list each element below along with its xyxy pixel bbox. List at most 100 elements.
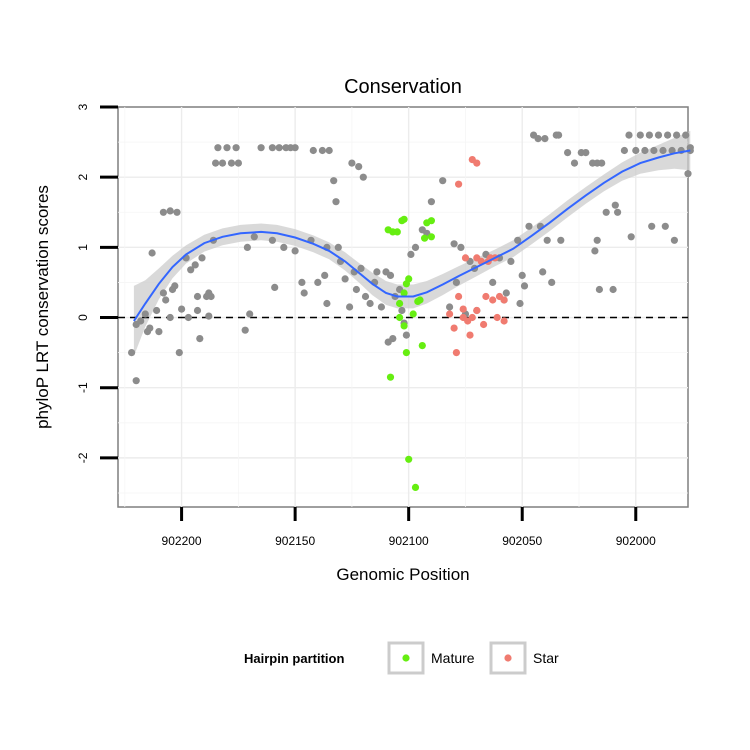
point-other	[341, 275, 349, 283]
point-other	[173, 208, 181, 216]
point-other	[411, 243, 420, 251]
point-other	[377, 303, 385, 311]
point-other	[516, 299, 524, 308]
point-star	[493, 313, 501, 322]
point-mature	[405, 455, 413, 463]
point-other	[191, 261, 199, 269]
point-star	[459, 305, 467, 313]
point-other	[632, 146, 640, 155]
point-other	[155, 328, 163, 336]
point-other	[520, 282, 529, 290]
point-other	[178, 305, 186, 313]
point-other	[218, 159, 227, 167]
point-other	[450, 240, 458, 248]
legend-label-mature: Mature	[431, 650, 475, 666]
point-other	[309, 146, 317, 155]
y-tick-label: 1	[76, 244, 90, 251]
point-other	[359, 173, 367, 181]
x-tick-label: 902150	[275, 534, 315, 548]
point-star	[455, 292, 463, 301]
point-mature	[416, 296, 424, 304]
point-other	[452, 278, 460, 286]
point-other	[654, 131, 663, 139]
point-other	[670, 236, 679, 244]
point-other	[355, 163, 363, 171]
point-mature	[409, 310, 417, 318]
point-other	[241, 326, 249, 334]
point-other	[132, 377, 140, 385]
point-other	[318, 146, 326, 155]
point-other	[389, 335, 397, 343]
point-other	[502, 289, 510, 297]
point-other	[268, 144, 276, 152]
point-other	[602, 208, 610, 216]
point-other	[325, 146, 333, 155]
point-other	[212, 159, 220, 167]
point-other	[141, 310, 149, 318]
point-other	[257, 144, 265, 152]
x-axis-label: Genomic Position	[336, 565, 469, 584]
point-other	[314, 278, 322, 286]
y-tick-label: -1	[76, 382, 90, 393]
point-other	[246, 310, 254, 318]
point-other	[171, 282, 179, 290]
point-other	[175, 349, 183, 357]
point-other	[187, 266, 195, 274]
point-other	[348, 159, 356, 167]
point-mature	[400, 289, 408, 297]
legend-label-star: Star	[533, 650, 559, 666]
legend-star-dot	[504, 654, 512, 662]
point-other	[682, 131, 690, 139]
point-other	[193, 306, 202, 315]
point-other	[271, 283, 279, 291]
point-other	[636, 131, 644, 139]
legend-key-star	[489, 641, 527, 675]
point-mature	[427, 217, 435, 225]
point-star	[473, 159, 481, 167]
point-other	[205, 312, 213, 320]
point-star	[500, 317, 508, 325]
point-other	[650, 146, 658, 155]
point-other	[128, 349, 136, 357]
point-other	[548, 278, 556, 286]
point-other	[595, 285, 604, 294]
point-other	[234, 159, 242, 167]
point-mature	[400, 322, 408, 330]
y-tick-label: -2	[76, 452, 90, 463]
y-tick-label: 0	[76, 314, 90, 321]
point-other	[614, 208, 622, 216]
point-other	[534, 135, 542, 143]
point-other	[137, 317, 145, 325]
point-other	[184, 313, 192, 322]
point-other	[291, 247, 299, 255]
point-other	[570, 159, 579, 167]
point-other	[193, 292, 202, 301]
point-mature	[405, 275, 413, 283]
point-other	[446, 303, 454, 311]
point-other	[661, 222, 669, 230]
point-other	[214, 144, 222, 152]
point-mature	[393, 228, 401, 236]
point-other	[357, 264, 365, 272]
point-mature	[402, 349, 410, 357]
point-other	[518, 271, 526, 279]
point-other	[407, 250, 415, 258]
point-other	[582, 149, 590, 157]
axes: 902200 902150 902100 902050 902000 -2 -1 0 1 2 3	[76, 103, 656, 548]
point-other	[227, 159, 236, 167]
point-mature	[411, 483, 420, 491]
point-star	[500, 296, 508, 304]
point-mature	[396, 299, 404, 308]
point-mature	[418, 342, 426, 350]
legend-mature-dot	[402, 654, 410, 662]
point-other	[346, 303, 354, 311]
point-other	[332, 198, 340, 206]
point-other	[539, 268, 547, 276]
point-other	[250, 233, 258, 241]
point-other	[664, 131, 672, 139]
chart-title: Conservation	[344, 76, 462, 98]
point-other	[645, 131, 654, 139]
point-star	[466, 331, 474, 339]
legend: Hairpin partition Mature Star	[244, 641, 559, 675]
